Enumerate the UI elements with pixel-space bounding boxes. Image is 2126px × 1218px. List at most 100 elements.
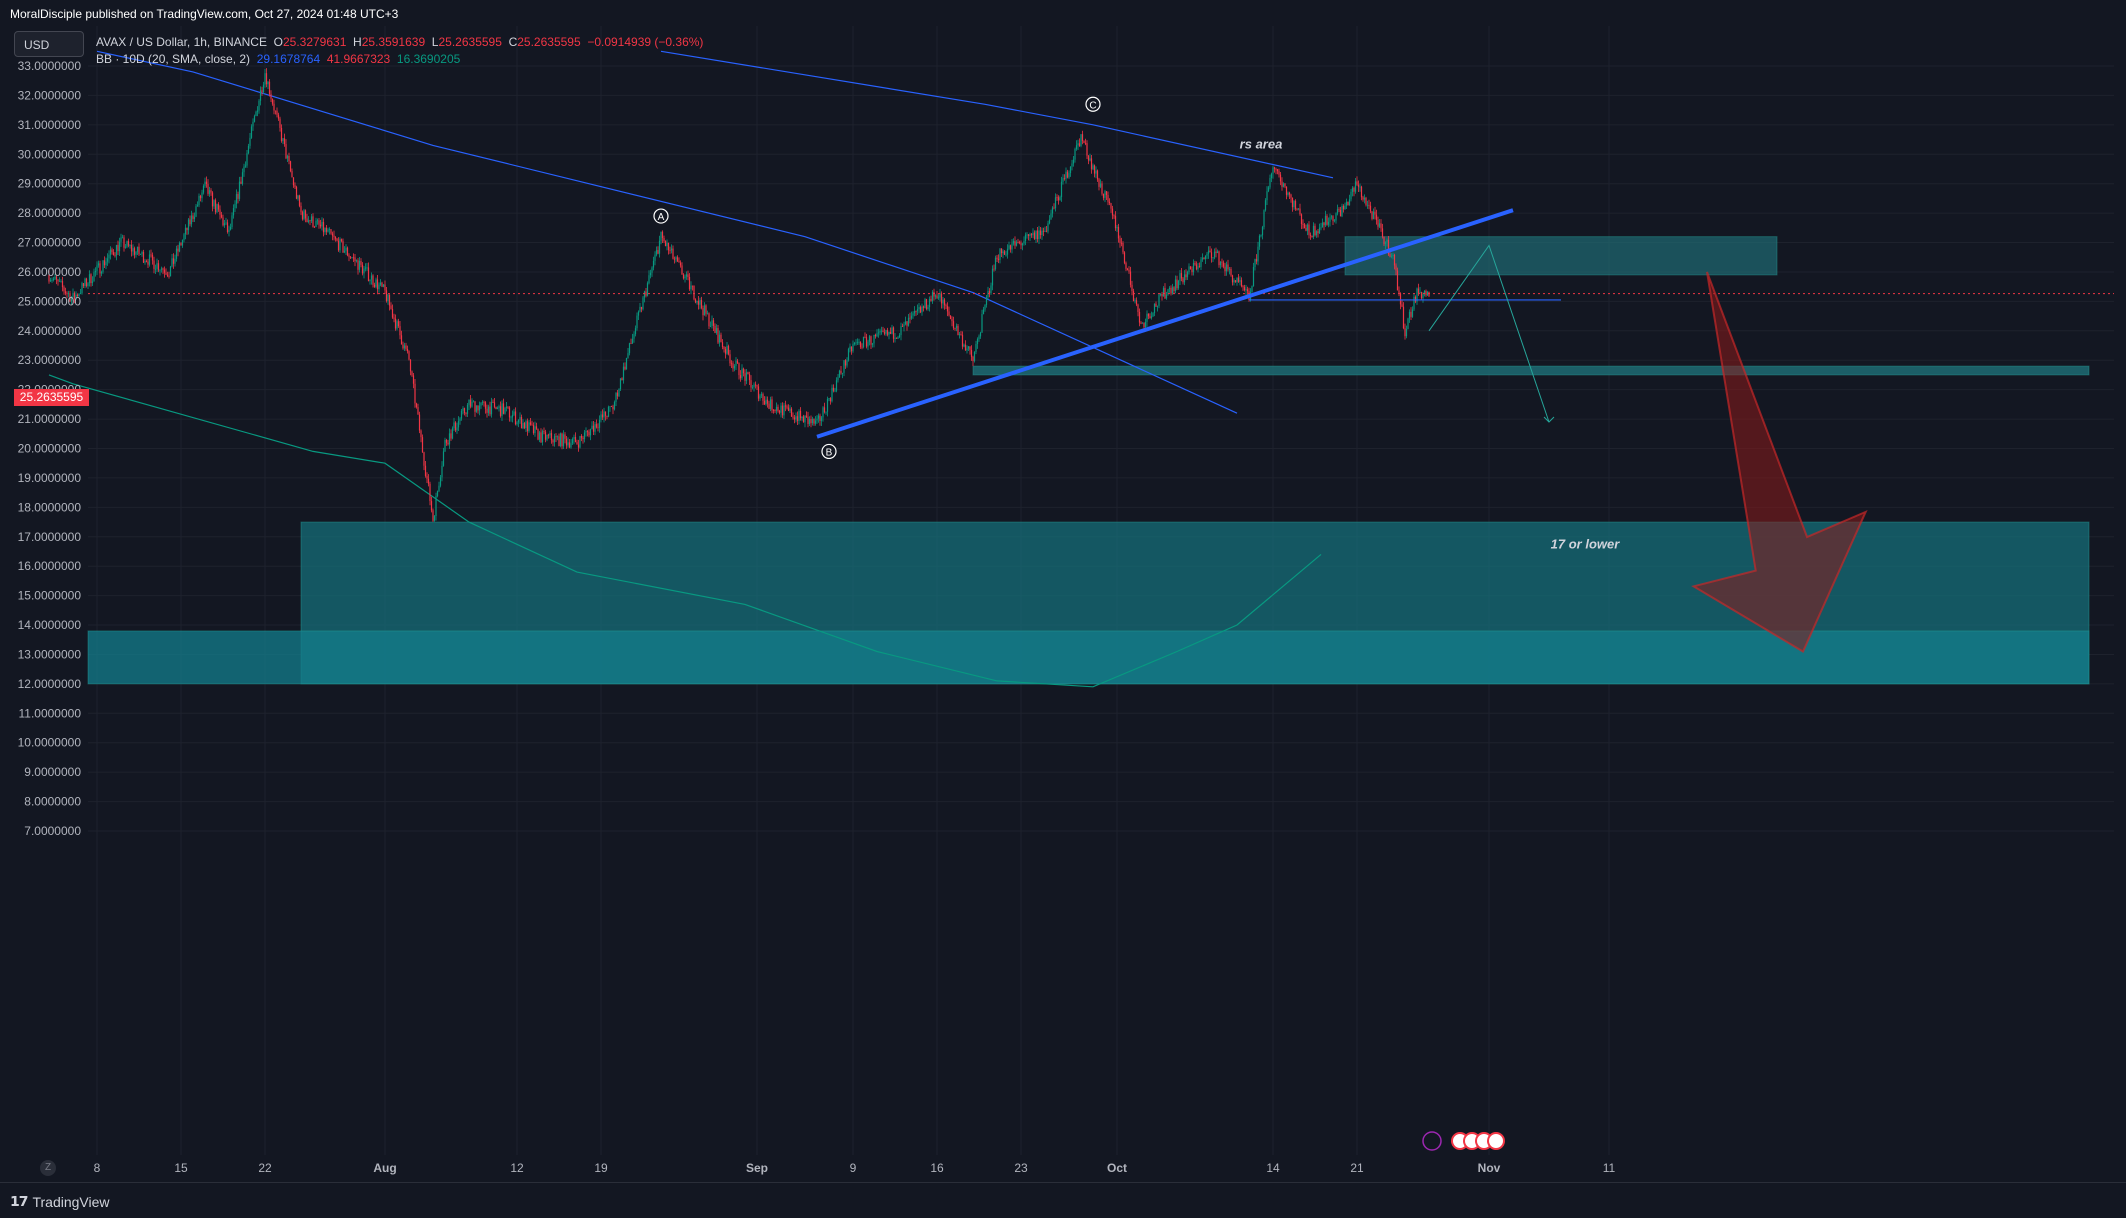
candle-body (1204, 255, 1207, 260)
candle-body (1200, 259, 1202, 267)
candle-body (373, 284, 376, 287)
candle-body (876, 333, 878, 337)
candle-body (922, 306, 925, 308)
candle-body (64, 291, 67, 294)
candle-body (156, 263, 158, 269)
candle-body (652, 260, 655, 268)
candle-body (1257, 246, 1259, 262)
y-tick-label: 28.0000000 (18, 206, 82, 220)
candle-body (780, 405, 782, 413)
candle-body (111, 249, 113, 253)
currency-button[interactable]: USD (14, 31, 84, 57)
candle-body (243, 166, 245, 173)
projection-path (1428, 244, 1550, 423)
candle-body (51, 280, 53, 281)
candle-body (1348, 199, 1351, 206)
candle-body (1372, 211, 1375, 219)
symbol-legend[interactable]: AVAX / US Dollar, 1h, BINANCE O25.327963… (96, 34, 703, 51)
footer: 𝟭𝟳 TradingView (0, 1182, 2126, 1218)
candle-body (1101, 183, 1103, 194)
tradingview-brand[interactable]: 𝟭𝟳 TradingView (10, 1193, 110, 1210)
candle-body (193, 216, 196, 219)
candle-body (576, 442, 578, 445)
candle-body (556, 436, 559, 438)
candle-body (552, 440, 554, 443)
candle-body (766, 399, 769, 404)
candle-body (1143, 322, 1145, 328)
candle-body (895, 337, 898, 339)
candle-body (1108, 201, 1111, 204)
candle-body (390, 305, 392, 309)
candle-body (196, 205, 199, 207)
price-chart[interactable]: A B Crs area 17 or lower 33.0000000 32.00000… (0, 0, 2126, 1182)
candle-body (1030, 234, 1033, 236)
candle-body (1377, 219, 1379, 227)
candle-body (553, 436, 556, 443)
candle-body (1264, 200, 1267, 211)
candle-body (574, 436, 577, 443)
candle-body (108, 254, 110, 259)
candle-body (1017, 242, 1019, 243)
candle-body (1357, 184, 1360, 187)
candle-body (1360, 186, 1363, 198)
candle-body (699, 299, 701, 305)
candle-body (564, 434, 566, 439)
candle-body (439, 477, 442, 486)
candle-body (1074, 148, 1076, 160)
candle-body (159, 269, 161, 271)
candle-body (186, 227, 188, 231)
candle-body (583, 432, 586, 440)
candle-body (1422, 294, 1424, 299)
candle-body (298, 195, 301, 206)
candle-body (1044, 230, 1046, 232)
candle-body (1228, 268, 1231, 270)
candle-body (1152, 312, 1154, 317)
candle-body (1375, 214, 1378, 220)
candle-body (1045, 230, 1048, 232)
candle-body (226, 222, 229, 233)
candle-body (1299, 208, 1301, 215)
candle-body (262, 84, 265, 92)
candle-body (936, 295, 938, 298)
candle-body (430, 501, 433, 511)
candle-body (918, 307, 920, 310)
candle-body (1396, 270, 1399, 291)
candle-body (342, 241, 344, 253)
candle-body (1374, 211, 1376, 215)
candle-body (1083, 140, 1085, 143)
candle-body (72, 293, 74, 297)
candle-body (865, 337, 868, 347)
candle-body (1191, 269, 1193, 273)
x-tick-label: 12 (510, 1161, 524, 1175)
candle-body (588, 431, 590, 436)
candle-body (735, 360, 737, 366)
candle-body (1315, 231, 1318, 236)
candle-body (862, 336, 865, 348)
bb-legend[interactable]: BB · 10D (20, SMA, close, 2) 29.1678764 … (96, 51, 703, 68)
candle-body (658, 240, 661, 254)
candle-body (601, 414, 604, 418)
candle-body (550, 433, 553, 441)
candle-body (925, 299, 928, 309)
candle-body (1051, 207, 1054, 214)
candle-body (1261, 227, 1264, 236)
candle-body (1306, 224, 1309, 231)
candle-body (1365, 197, 1367, 205)
candle-body (547, 434, 550, 436)
candle-body (853, 343, 856, 345)
candle-body (681, 265, 683, 275)
zoom-button[interactable]: Z (40, 1160, 56, 1176)
candle-body (523, 422, 526, 429)
candle-body (259, 90, 262, 101)
candle-body (363, 268, 365, 274)
bb-lower-line (48, 374, 1322, 688)
candle-body (721, 342, 724, 347)
candle-body (558, 436, 560, 447)
target-label: 17 or lower (1551, 537, 1621, 552)
candle-body (565, 438, 568, 446)
candle-body (1308, 224, 1310, 235)
candle-body (141, 252, 143, 255)
high-label: H (353, 35, 362, 49)
candle-body (369, 279, 371, 282)
candle-body (844, 360, 847, 366)
